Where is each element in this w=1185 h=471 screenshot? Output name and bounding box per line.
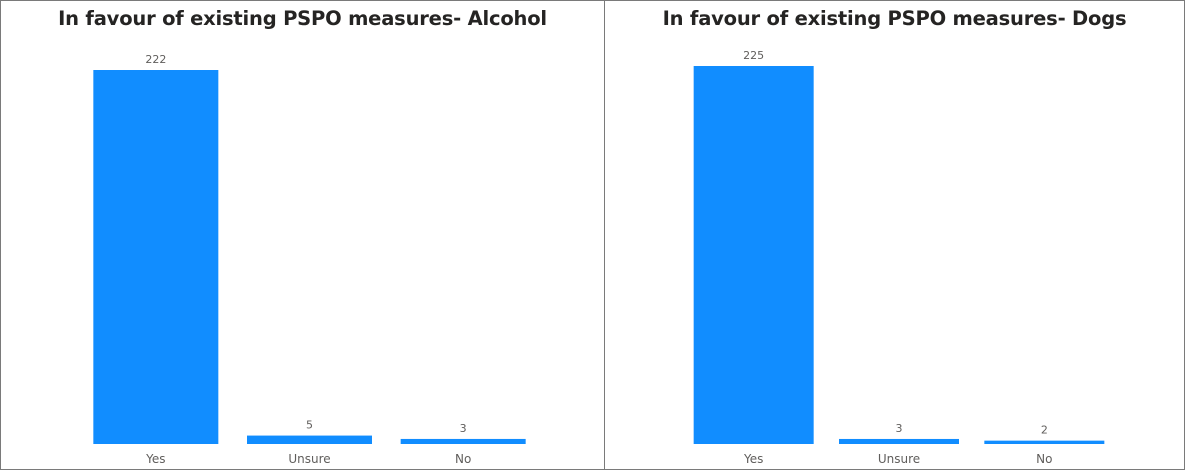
- bar-yes[interactable]: [93, 70, 219, 444]
- chart-title: In favour of existing PSPO measures- Dog…: [662, 7, 1127, 30]
- chart-title: In favour of existing PSPO measures- Alc…: [58, 7, 547, 30]
- bar-unsure[interactable]: [247, 435, 372, 444]
- bar-no[interactable]: [984, 440, 1105, 444]
- x-tick-label: No: [1036, 452, 1052, 466]
- data-label: 2: [1041, 424, 1048, 437]
- x-tick-label: Unsure: [878, 452, 920, 466]
- data-label: 3: [896, 422, 903, 435]
- x-tick-label: No: [455, 452, 471, 466]
- bar-yes[interactable]: [693, 66, 814, 444]
- data-label: 5: [306, 419, 313, 432]
- chart-panel-alcohol: In favour of existing PSPO measures- Alc…: [0, 0, 605, 470]
- data-label: 3: [460, 422, 467, 435]
- bar-chart-alcohol: 222 Yes 5 Unsure 3 No: [93, 53, 526, 466]
- chart-panel-dogs: In favour of existing PSPO measures- Dog…: [604, 0, 1185, 470]
- bar-chart-dogs: 225 Yes 3 Unsure 2 No: [693, 49, 1105, 466]
- data-label: 222: [145, 53, 166, 66]
- x-tick-label: Yes: [743, 452, 763, 466]
- data-label: 225: [743, 49, 764, 62]
- x-tick-label: Unsure: [288, 452, 330, 466]
- x-tick-label: Yes: [145, 452, 165, 466]
- bar-no[interactable]: [400, 438, 526, 444]
- bar-unsure[interactable]: [839, 438, 959, 444]
